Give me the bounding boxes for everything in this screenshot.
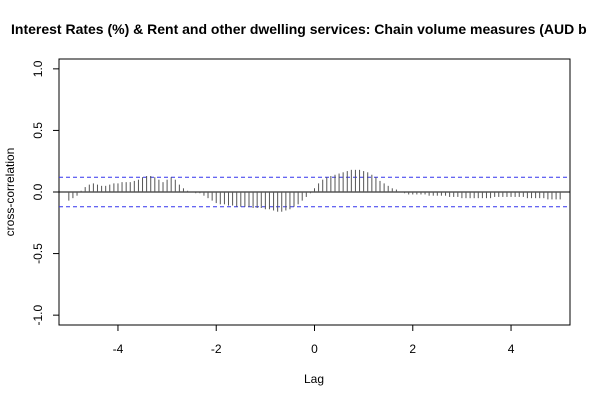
x-tick-label: 0	[311, 342, 318, 356]
y-tick-label: 1.0	[31, 60, 45, 77]
y-axis: -1.0 -0.5 0.0 0.5 1.0	[31, 60, 59, 325]
y-tick-label: -1.0	[31, 304, 45, 325]
ccf-bars	[68, 169, 561, 212]
confidence-bounds	[59, 176, 570, 208]
x-axis: -4 -2 0 2 4	[113, 325, 515, 356]
chart-title: Interest Rates (%) & Rent and other dwel…	[11, 21, 587, 37]
x-tick-label: 4	[508, 342, 515, 356]
x-tick-label: 2	[409, 342, 416, 356]
x-tick-label: -2	[211, 342, 222, 356]
y-axis-title: cross-correlation	[3, 148, 17, 237]
y-tick-label: -0.5	[31, 243, 45, 264]
y-tick-label: 0.5	[31, 122, 45, 139]
y-tick-label: 0.0	[31, 183, 45, 200]
x-tick-label: -4	[113, 342, 124, 356]
x-axis-title: Lag	[304, 372, 324, 386]
